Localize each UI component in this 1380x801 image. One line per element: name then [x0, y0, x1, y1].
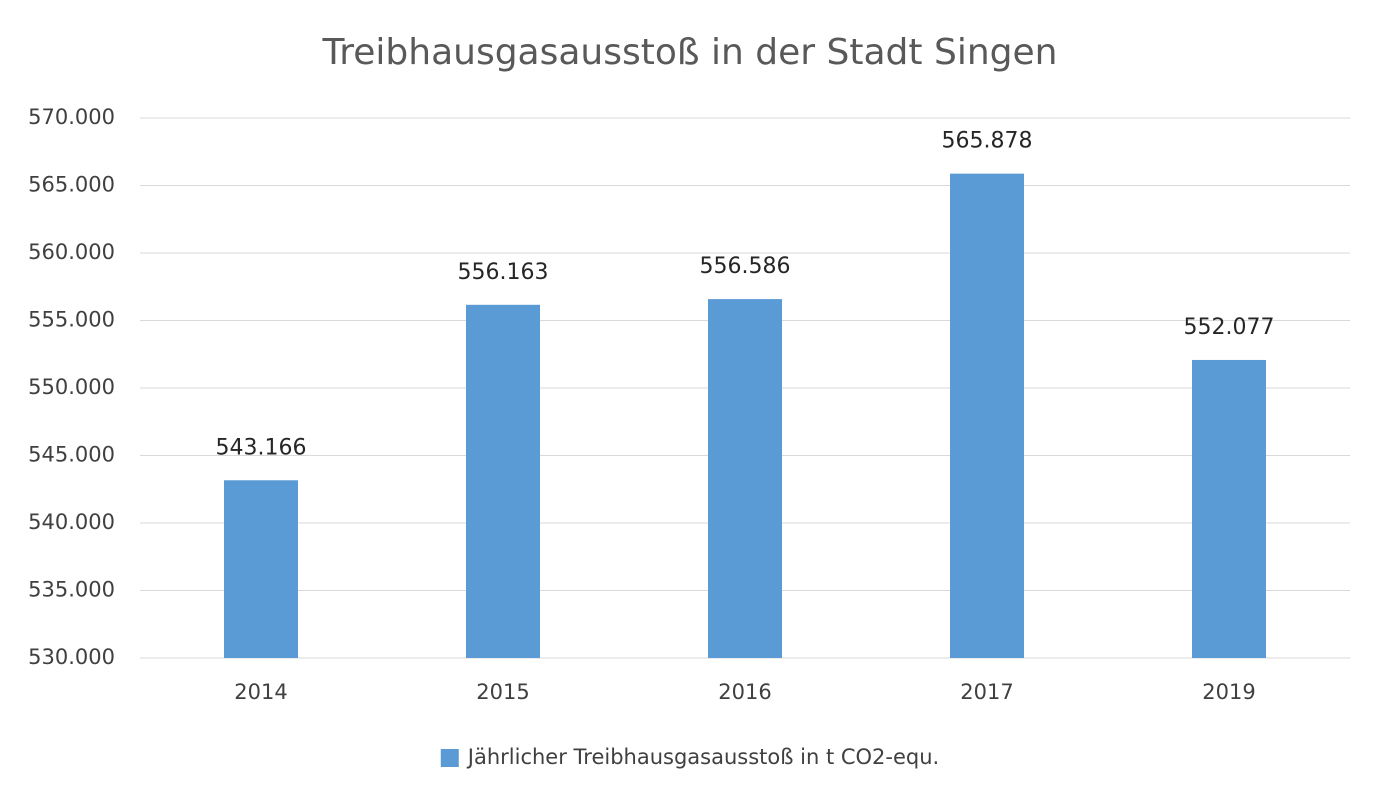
y-tick-label: 550.000 — [28, 375, 115, 399]
value-label: 556.163 — [458, 260, 549, 285]
y-tick-label: 560.000 — [28, 240, 115, 264]
value-label: 552.077 — [1184, 315, 1275, 340]
x-tick-label: 2016 — [718, 680, 771, 704]
bar — [466, 304, 540, 658]
bar — [708, 299, 782, 658]
legend-label: Jährlicher Treibhausgasausstoß in t CO2-… — [466, 745, 939, 769]
x-tick-label: 2019 — [1202, 680, 1255, 704]
y-tick-label: 540.000 — [28, 510, 115, 534]
value-label: 543.166 — [216, 435, 307, 460]
y-tick-label: 565.000 — [28, 173, 115, 197]
value-label: 565.878 — [942, 129, 1033, 154]
x-tick-label: 2014 — [234, 680, 287, 704]
legend-swatch — [440, 749, 459, 767]
y-tick-label: 570.000 — [28, 105, 115, 129]
x-tick-label: 2015 — [476, 680, 529, 704]
y-tick-label: 535.000 — [28, 578, 115, 602]
y-tick-label: 545.000 — [28, 443, 115, 467]
x-tick-label: 2017 — [960, 680, 1013, 704]
bar — [1192, 359, 1266, 658]
y-tick-label: 530.000 — [28, 645, 115, 669]
chart-title: Treibhausgasausstoß in der Stadt Singen — [322, 32, 1058, 73]
bar — [950, 173, 1024, 658]
bar — [224, 480, 298, 658]
y-tick-label: 555.000 — [28, 308, 115, 332]
value-label: 556.586 — [700, 254, 791, 279]
